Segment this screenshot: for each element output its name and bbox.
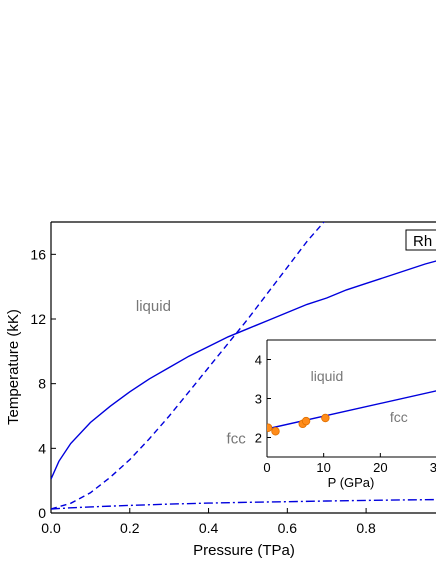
main-y-tick-label: 16 <box>30 246 46 262</box>
main-y-tick-label: 12 <box>30 311 46 327</box>
inset-x-axis-label: P (GPa) <box>328 475 375 490</box>
main-y-tick-label: 0 <box>38 505 46 521</box>
main-x-axis-label: Pressure (TPa) <box>193 542 295 559</box>
main-x-tick-label: 0.4 <box>199 520 219 536</box>
main-x-tick-label: 0.2 <box>120 520 140 536</box>
inset-x-tick-label: 20 <box>373 460 387 475</box>
inset-liquid-label: liquid <box>311 368 344 384</box>
main-solid-line <box>51 260 436 480</box>
main-dashdot-line <box>51 498 436 510</box>
main-y-ticks: 0 4 8 12 16 <box>30 246 56 521</box>
main-x-tick-label: 0.8 <box>356 520 376 536</box>
inset-x-ticks: 0 10 20 30 <box>263 453 436 475</box>
inset-series <box>267 390 436 436</box>
main-plot: 0.0 0.2 0.4 0.6 0.8 0 4 8 12 16 Pressure (TPa) T… <box>5 221 436 559</box>
inset-y-ticks: 2 3 4 <box>255 353 271 446</box>
main-x-ticks: 0.0 0.2 0.4 0.6 0.8 <box>41 508 376 536</box>
fcc-region-label: fcc <box>227 430 247 447</box>
main-y-axis-label: Temperature (kK) <box>5 309 22 425</box>
main-dashed-line <box>51 222 325 510</box>
inset-fcc-label: fcc <box>390 409 408 425</box>
inset-x-tick-label: 10 <box>316 460 330 475</box>
inset-solid-line <box>267 390 436 430</box>
element-legend-label: Rh <box>413 233 432 250</box>
main-series <box>51 222 436 510</box>
main-y-tick-label: 4 <box>38 440 46 456</box>
inset-plot: 0 10 20 30 2 3 4 P (GPa) liquid fcc <box>255 339 436 490</box>
inset-y-tick-label: 2 <box>255 431 262 446</box>
inset-data-point <box>301 416 311 426</box>
inset-x-tick-label: 0 <box>263 460 270 475</box>
main-y-tick-label: 8 <box>38 376 46 392</box>
liquid-region-label: liquid <box>136 298 171 315</box>
inset-x-tick-label: 30 <box>430 460 436 475</box>
inset-data-point <box>321 413 330 423</box>
inset-data-point <box>271 427 280 436</box>
inset-y-tick-label: 3 <box>255 392 262 407</box>
inset-data-point <box>267 423 273 432</box>
inset-y-tick-label: 4 <box>255 353 262 368</box>
main-x-tick-label: 0.0 <box>41 520 61 536</box>
inset-background <box>267 340 436 457</box>
element-legend-box: Rh <box>405 229 436 251</box>
main-x-tick-label: 0.6 <box>278 520 298 536</box>
